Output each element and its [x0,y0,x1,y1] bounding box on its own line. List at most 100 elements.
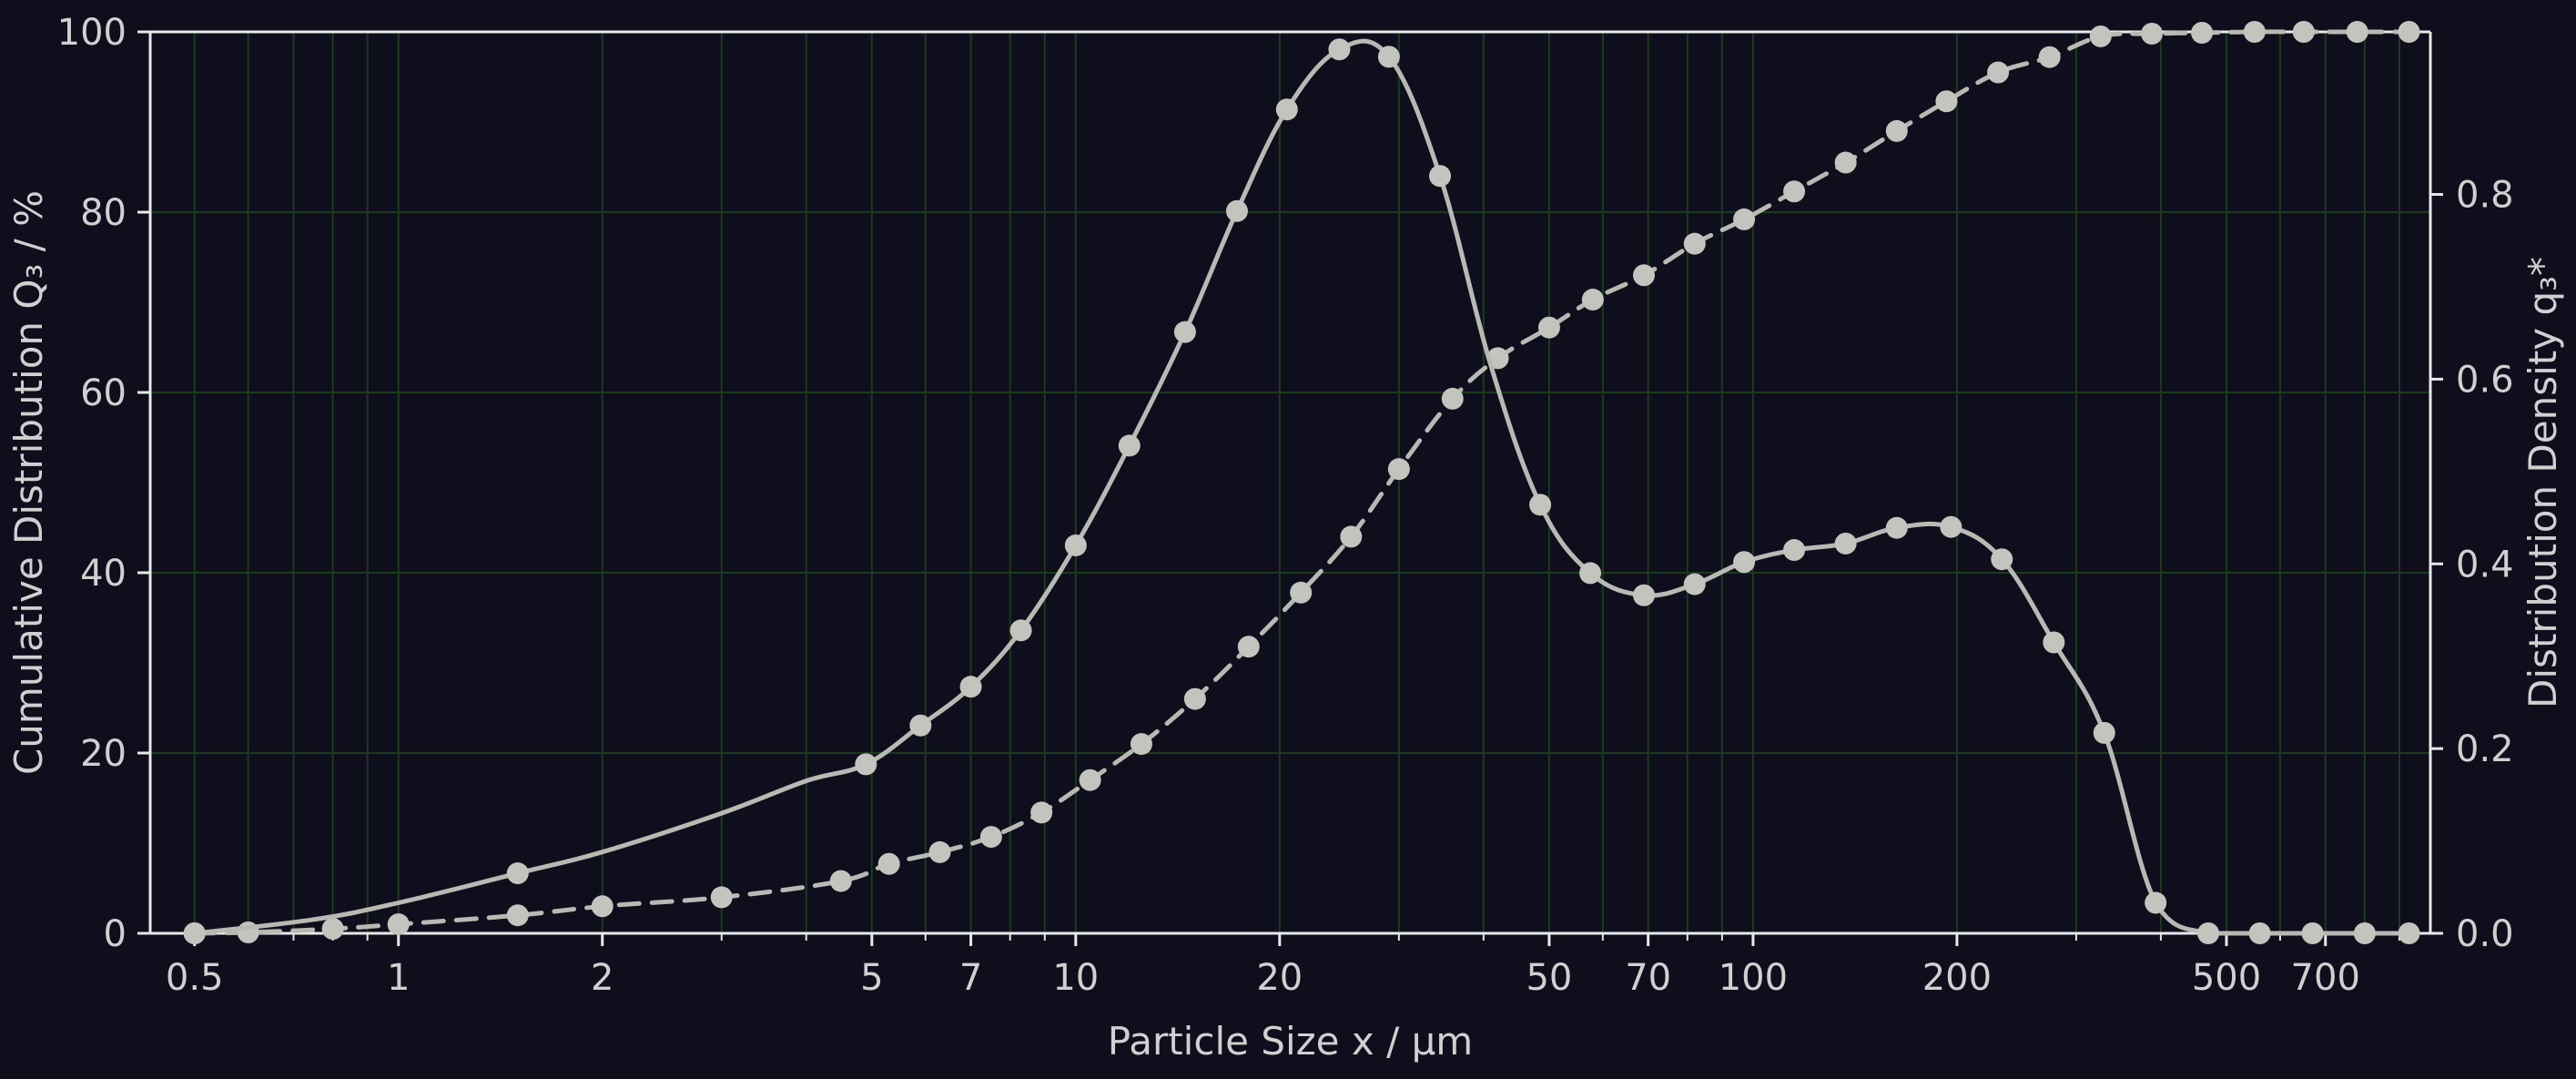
data-series [183,21,2420,944]
density-point [1377,46,1400,68]
y-tick-label: 80 [80,192,127,234]
density-point [2145,891,2167,914]
x-tick-label: 700 [2291,957,2360,999]
cumulative-point [2398,21,2420,43]
grid-lines [150,32,2430,933]
cumulative-point [387,913,410,936]
y-tick-label: 40 [80,553,127,595]
density-point [1009,619,1032,642]
cumulative-point [2243,21,2266,43]
cumulative-point [1030,801,1053,824]
cumulative-point [2141,22,2164,45]
cumulative-point [829,870,852,892]
cumulative-point [1733,208,1756,230]
y2-tick-label: 0.0 [2456,913,2514,955]
y-tick-label: 0 [104,913,127,955]
y2-tick-label: 0.4 [2456,544,2514,585]
x-tick-label: 5 [860,957,883,999]
y2-axis-title: Distribution Density q₃* [2520,257,2565,708]
y-tick-label: 100 [57,12,127,54]
density-point [1118,434,1141,457]
density-point [1275,98,1298,121]
cumulative-point [321,918,344,941]
x-tick-label: 500 [2192,957,2261,999]
density-point [1579,562,1602,585]
density-point [855,753,877,776]
density-point [1429,165,1452,188]
cumulative-point [1340,525,1363,548]
cumulative-point [2292,21,2315,43]
cumulative-point [2346,21,2368,43]
cumulative-point [1581,289,1604,311]
x-tick-label: 20 [1256,957,1303,999]
density-point [1529,494,1552,516]
x-tick-label: 200 [1922,957,1992,999]
density-point [1940,515,1962,538]
x-tick-label: 2 [591,957,614,999]
density-point [1783,539,1806,562]
x-tick-label: 70 [1625,957,1671,999]
cumulative-point [1683,232,1706,255]
cumulative-point [1183,687,1206,710]
cumulative-point [1885,119,1908,142]
density-point [1064,534,1087,556]
density-point [1328,38,1351,61]
density-point [1225,199,1248,222]
cumulative-point [2038,46,2061,68]
density-point [1173,321,1196,343]
axes [137,30,2443,946]
density-point [1991,548,2013,571]
x-tick-label: 10 [1052,957,1099,999]
density-point [2301,922,2324,944]
density-point [183,922,206,944]
cumulative-point [2191,21,2214,44]
cumulative-point [1237,636,1260,658]
cumulative-point [1783,180,1806,203]
cumulative-point [1441,387,1464,410]
cumulative-point [591,895,614,918]
density-point [2353,922,2376,944]
y-tick-label: 20 [80,733,127,775]
density-point [2093,721,2115,744]
x-tick-label: 1 [387,957,410,999]
density-point [1885,516,1908,539]
density-point [1683,573,1706,595]
cumulative-point [1537,316,1560,339]
cumulative-point [1987,61,2010,84]
density-point [2197,922,2220,944]
cumulative-point [1387,458,1410,481]
x-axis-title: Particle Size x / μm [1108,1019,1473,1064]
cumulative-point [506,904,529,927]
y-tick-label: 60 [80,372,127,414]
y2-tick-label: 0.6 [2456,359,2514,401]
cumulative-point [1290,581,1313,604]
cumulative-point [1834,151,1857,174]
density-point [1834,532,1857,555]
density-point [2043,631,2065,654]
cumulative-point [877,852,900,875]
cumulative-point [2089,25,2112,47]
y2-tick-label: 0.2 [2456,728,2514,770]
density-point [1733,551,1756,574]
x-tick-label: 7 [959,957,982,999]
cumulative-point [1633,264,1656,287]
density-point [2398,922,2420,944]
density-curve [192,38,2411,936]
x-tick-label: 0.5 [166,957,224,999]
cumulative-point [1079,769,1101,791]
density-point [959,676,982,698]
x-tick-label: 100 [1719,957,1788,999]
density-point [2248,922,2271,944]
axis-labels: 0.5 1 2 5 7 10 20 50 70 100 200 500 700 0 20 40 60 80 100 0… [6,12,2565,1064]
density-point [1633,584,1656,606]
density-point [506,862,529,885]
cumulative-point [1935,90,1958,113]
density-point [909,714,932,737]
cumulative-point [928,840,951,863]
cumulative-point [1130,733,1152,756]
y-axis-title: Cumulative Distribution Q₃ / % [6,190,51,775]
cumulative-point [710,886,733,909]
x-tick-label: 50 [1526,957,1572,999]
